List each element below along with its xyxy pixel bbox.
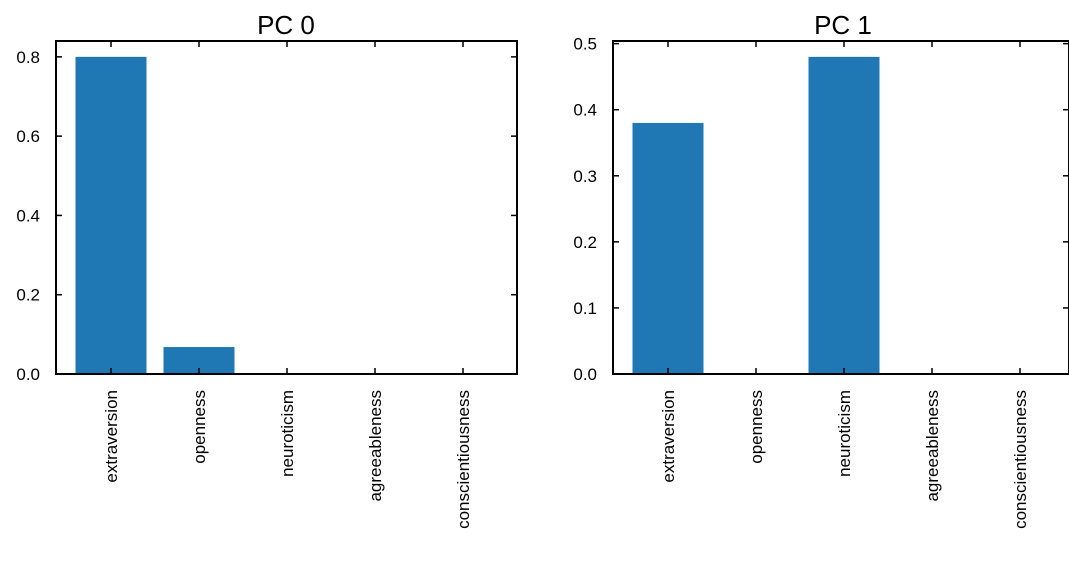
ticks-group: 0.0 0.1 0.2 0.3 0.4 0.5 extraversion openness ne… — [573, 35, 1069, 529]
chart-title: PC 0 — [257, 10, 315, 40]
x-tick-label-conscientiousness: conscientiousness — [454, 390, 473, 529]
x-tick-label-agreeableness: agreeableness — [366, 390, 385, 502]
chart-panel-pc1: PC 1 0.0 0.1 0.2 0.3 0.4 0.5 extraversion openn… — [573, 10, 1069, 529]
x-tick-label-extraversion: extraversion — [102, 390, 121, 483]
y-tick-label: 0.6 — [16, 127, 40, 146]
y-tick-label: 0.0 — [573, 365, 597, 384]
x-tick-label-openness: openness — [190, 390, 209, 464]
bar-extraversion — [75, 56, 147, 374]
x-tick-label-neuroticism: neuroticism — [278, 390, 297, 477]
y-tick-label: 0.0 — [16, 365, 40, 384]
y-tick-label: 0.1 — [573, 299, 597, 318]
y-tick-label: 0.2 — [573, 233, 597, 252]
x-tick-label-extraversion: extraversion — [659, 390, 678, 483]
x-tick-label-agreeableness: agreeableness — [923, 390, 942, 502]
y-tick-label: 0.5 — [573, 35, 597, 54]
bars-group — [75, 56, 235, 374]
plot-frame — [612, 40, 1069, 375]
x-tick-label-openness: openness — [747, 390, 766, 464]
bars-group — [632, 56, 880, 374]
chart-title: PC 1 — [814, 10, 872, 40]
y-tick-label: 0.2 — [16, 286, 40, 305]
x-tick-label-conscientiousness: conscientiousness — [1011, 390, 1030, 529]
y-tick-label: 0.3 — [573, 167, 597, 186]
ticks-group: 0.0 0.2 0.4 0.6 0.8 extraversion openness neuro… — [16, 41, 517, 529]
bar-neuroticism — [808, 56, 880, 374]
y-tick-label: 0.4 — [16, 206, 40, 225]
y-tick-label: 0.8 — [16, 48, 40, 67]
y-tick-label: 0.4 — [573, 101, 597, 120]
chart-panel-pc0: PC 0 0.0 0.2 0.4 0.6 0.8 extraversion openness… — [16, 10, 518, 529]
bar-extraversion — [632, 122, 704, 374]
x-tick-label-neuroticism: neuroticism — [835, 390, 854, 477]
